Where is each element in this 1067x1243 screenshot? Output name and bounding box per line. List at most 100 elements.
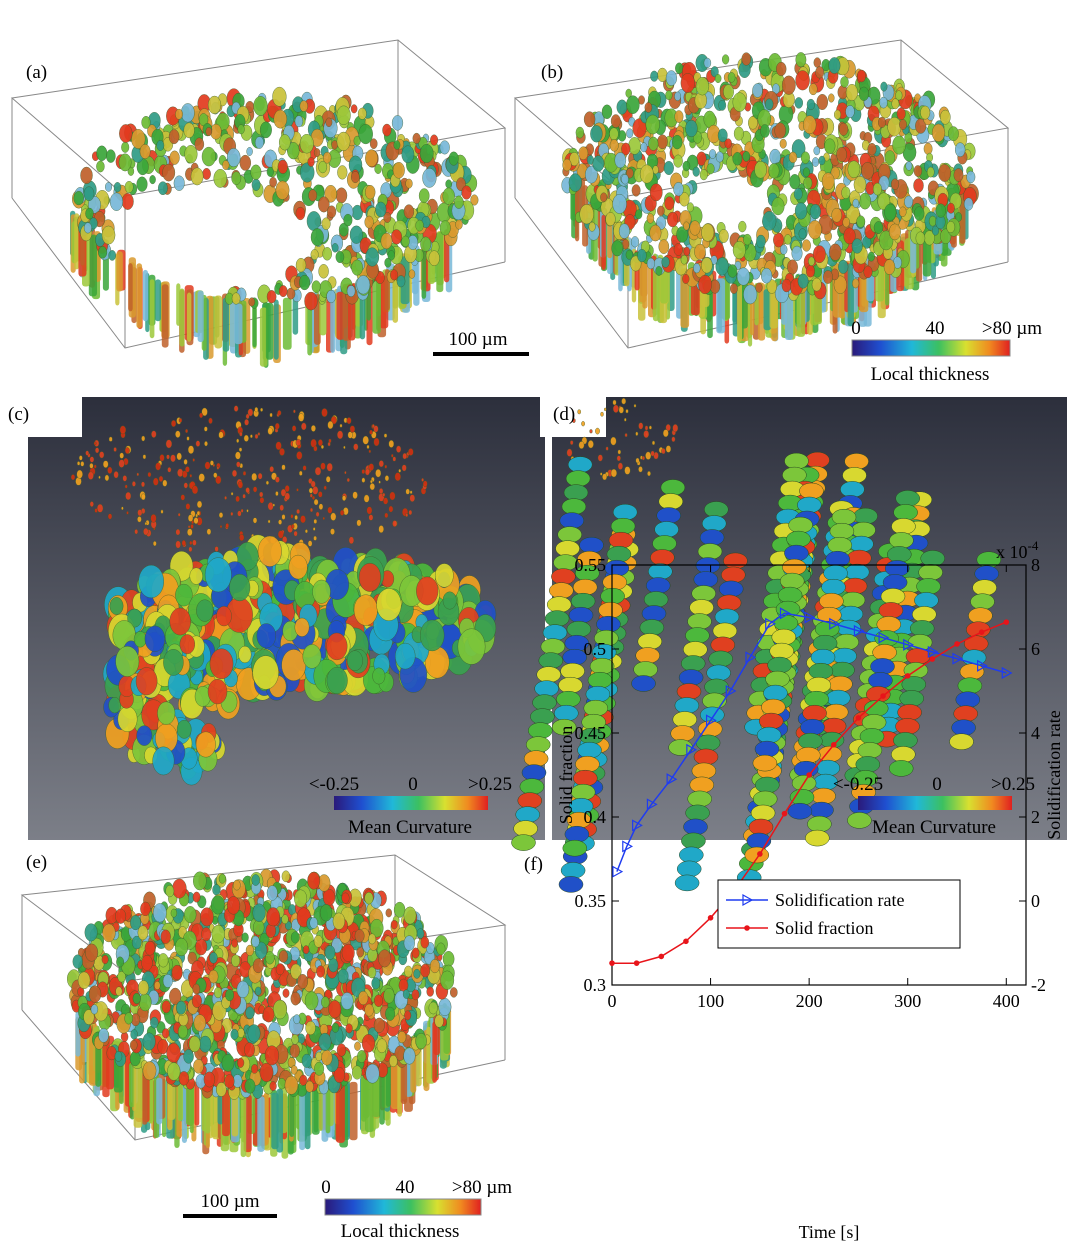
rendered-blob [193, 984, 200, 994]
rendered-blob [289, 555, 308, 579]
rendered-blob [440, 141, 450, 155]
rendered-dendrite [700, 530, 724, 546]
rendered-blob [340, 510, 344, 516]
rendered-blob [229, 574, 250, 601]
rendered-blob [421, 478, 423, 481]
rendered-blob [404, 907, 416, 924]
rendered-blob [613, 405, 619, 413]
rendered-blob [299, 275, 310, 290]
rendered-blob [85, 924, 98, 942]
rendered-blob [857, 216, 865, 228]
rendered-blob [955, 143, 965, 157]
rendered-blob [162, 1001, 171, 1013]
rendered-blob [172, 965, 183, 980]
rendered-blob [324, 486, 327, 490]
colorbar-tick: 0 [321, 1177, 331, 1198]
rendered-blob [661, 448, 665, 454]
rendered-blob [634, 404, 636, 407]
rendered-blob [395, 643, 415, 669]
rendered-blob [109, 437, 112, 442]
rendered-column [222, 1090, 230, 1136]
rendered-blob [273, 87, 287, 106]
rendered-blob [145, 626, 165, 652]
rendered-dendrite [679, 847, 703, 863]
rendered-blob [389, 506, 393, 512]
rendered-blob [404, 1048, 416, 1065]
rendered-dendrite [770, 643, 794, 659]
rendered-blob [385, 1007, 395, 1021]
rendered-blob [414, 969, 421, 978]
rendered-blob [391, 230, 402, 245]
rendered-blob [651, 451, 655, 456]
rendered-dendrite [830, 523, 854, 539]
rendered-blob [394, 902, 405, 917]
rendered-blob [196, 732, 216, 757]
rendered-blob [199, 1036, 211, 1052]
rendered-blob [195, 939, 207, 955]
rendered-dendrite [580, 537, 604, 553]
rendered-blob [206, 127, 212, 136]
rendered-blob [884, 259, 895, 274]
rendered-blob [728, 265, 737, 278]
rendered-blob [358, 991, 368, 1005]
rendered-blob [813, 246, 825, 263]
rendered-blob [273, 504, 275, 507]
rendered-blob [357, 275, 370, 294]
rendered-blob [237, 981, 249, 998]
rendered-dendrite [717, 595, 741, 611]
rendered-blob [716, 258, 729, 276]
rendered-column [156, 1078, 162, 1125]
rendered-column [167, 1083, 172, 1131]
rendered-blob [808, 257, 814, 266]
rendered-blob [639, 423, 644, 430]
rendered-blob [715, 74, 721, 83]
rendered-dendrite [561, 862, 585, 878]
rendered-blob [265, 1046, 279, 1065]
rendered-dendrite [822, 579, 846, 595]
panel-label: (b) [541, 62, 563, 83]
rendered-blob [420, 237, 431, 252]
rendered-dendrite [596, 616, 620, 632]
rendered-blob [753, 84, 763, 98]
rendered-blob [402, 146, 414, 163]
rendered-blob [197, 511, 200, 515]
rendered-blob [214, 987, 222, 998]
rendered-blob [193, 892, 200, 902]
rendered-dendrite [711, 637, 735, 653]
rendered-column [162, 284, 169, 347]
rendered-dendrite [681, 656, 705, 672]
rendered-dendrite [889, 760, 913, 776]
rendered-blob [235, 452, 240, 460]
rendered-dendrite [675, 698, 699, 714]
rendered-blob [187, 529, 192, 536]
rendered-blob [246, 945, 254, 956]
rendered-blob [351, 105, 357, 114]
rendered-dendrite [702, 516, 726, 532]
rendered-blob [94, 442, 96, 445]
colorbar-tick: <-0.25 [833, 774, 883, 795]
rendered-blob [170, 151, 180, 165]
rendered-dendrite [921, 550, 945, 566]
rendered-blob [419, 189, 429, 203]
rendered-dendrite [644, 592, 668, 608]
rendered-blob [222, 1054, 234, 1071]
rendered-column [136, 263, 142, 328]
rendered-blob [409, 510, 412, 515]
rendered-dendrite [912, 606, 936, 622]
rendered-blob [325, 946, 335, 960]
scale-bar-label: 100 µm [449, 329, 508, 350]
rendered-blob [259, 492, 263, 497]
rendered-dendrite [537, 667, 561, 683]
rendered-blob [243, 471, 246, 475]
rendered-blob [346, 1024, 353, 1033]
rendered-blob [270, 177, 277, 187]
rendered-dendrite [605, 560, 629, 576]
rendered-dendrite [803, 705, 827, 721]
rendered-blob [824, 139, 835, 154]
rendered-dendrite [688, 614, 712, 630]
rendered-blob [914, 179, 924, 193]
rendered-blob [841, 77, 849, 88]
rendered-blob [244, 435, 249, 442]
rendered-blob [792, 246, 803, 261]
rendered-blob [404, 1011, 411, 1020]
